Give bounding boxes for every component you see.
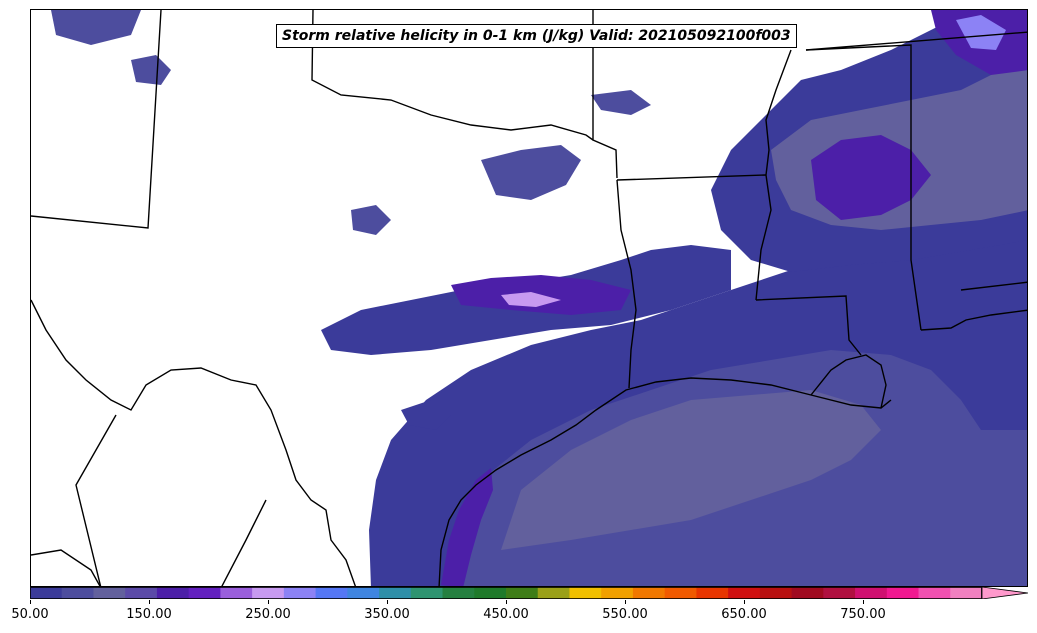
state-boundary-ar-la: [616, 174, 767, 181]
colorbar-tick-label: 750.00: [840, 607, 886, 622]
colorbar-segment: [506, 587, 539, 599]
colorbar-segment: [188, 587, 221, 599]
colorbar-segment: [474, 587, 507, 599]
colorbar-tick-mark: [268, 600, 269, 604]
contour-central-hot: [501, 292, 561, 307]
border-rio-grande: [31, 299, 357, 586]
mexico-state-line-3: [31, 549, 101, 586]
colorbar-segment: [601, 587, 634, 599]
coastline-louisiana-delta: [810, 354, 887, 409]
mexico-state-line-2: [221, 499, 267, 586]
colorbar-segment: [632, 587, 666, 599]
state-boundary-tx-la: [616, 179, 637, 389]
state-boundary-mississippi-river: [755, 49, 792, 301]
colorbar-segment: [410, 587, 444, 599]
coastline-ms-al: [920, 309, 1027, 331]
colorbar-tick-mark: [387, 600, 388, 604]
colorbar-segment: [569, 587, 602, 599]
colorbar-tick-label: 350.00: [364, 607, 410, 622]
contour-cell-4: [51, 10, 141, 45]
colorbar-tick-label: 250.00: [245, 607, 291, 622]
contour-coastal-jet: [441, 468, 493, 586]
state-boundary-nm-tx: [31, 10, 162, 229]
contour-northeast-hot: [956, 15, 1006, 50]
colorbar-tick-label: 650.00: [721, 607, 767, 622]
colorbar-segment: [379, 587, 412, 599]
colorbar-segment: [315, 587, 348, 599]
colorbar-segment: [696, 587, 729, 599]
contour-cell-2: [351, 205, 391, 235]
colorbar-segment: [886, 587, 920, 599]
map-title: Storm relative helicity in 0-1 km (J/kg)…: [276, 24, 797, 48]
state-boundary-ok-tx-red: [592, 10, 618, 179]
colorbar-segment: [347, 587, 380, 599]
colorbar-segment: [918, 587, 951, 599]
colorbar-tick-mark: [30, 600, 31, 604]
colorbar: [30, 587, 1028, 599]
contour-cell-1: [481, 145, 581, 200]
state-boundary-la-ms: [755, 295, 862, 356]
colorbar-tick-label: 50.00: [11, 607, 49, 622]
colorbar-tick-mark: [506, 600, 507, 604]
contour-cell-6: [401, 400, 451, 430]
helicity-map: [31, 10, 1027, 586]
state-boundary-ok-panhandle: [311, 10, 594, 141]
colorbar-segment: [950, 587, 983, 599]
colorbar-segment: [791, 587, 824, 599]
helicity-contours: [51, 10, 1027, 586]
colorbar-tick-label: 550.00: [602, 607, 648, 622]
colorbar-segment: [442, 587, 475, 599]
map-panel: Storm relative helicity in 0-1 km (J/kg)…: [30, 9, 1028, 587]
colorbar-extend-arrow: [981, 587, 1028, 599]
colorbar-segment: [823, 587, 856, 599]
colorbar-segment: [537, 587, 570, 599]
colorbar-segment: [30, 587, 63, 599]
colorbar-tick-mark: [863, 600, 864, 604]
colorbar-segment: [664, 587, 697, 599]
state-boundary-al-fl: [960, 281, 1027, 291]
colorbar-tick-mark: [744, 600, 745, 604]
colorbar-segment: [855, 587, 888, 599]
colorbar-segment: [125, 587, 158, 599]
state-boundary-mo-ar: [805, 31, 1027, 51]
colorbar-tick-label: 150.00: [126, 607, 172, 622]
colorbar-segment: [759, 587, 793, 599]
boundaries: [31, 10, 1027, 586]
colorbar-segment: [220, 587, 253, 599]
colorbar-tick-mark: [149, 600, 150, 604]
colorbar-segment: [252, 587, 285, 599]
colorbar-tick-mark: [625, 600, 626, 604]
colorbar-segment: [728, 587, 761, 599]
state-boundary-ms-al: [805, 44, 922, 331]
colorbar-outline: [30, 587, 982, 599]
colorbar-segment: [61, 587, 94, 599]
contour-northeast-level4: [811, 135, 931, 220]
colorbar-tick-label: 450.00: [483, 607, 529, 622]
colorbar-segment: [156, 587, 190, 599]
contour-cell-5: [591, 90, 651, 115]
colorbar-segment: [283, 587, 317, 599]
contour-cell-3: [131, 55, 171, 85]
colorbar-segment: [93, 587, 126, 599]
colorbar-ticks: 50.00 150.00 250.00 350.00 450.00 550.00 650.0…: [0, 600, 1037, 630]
mexico-state-line-1: [75, 414, 117, 586]
contour-gulf-level3: [501, 390, 881, 550]
